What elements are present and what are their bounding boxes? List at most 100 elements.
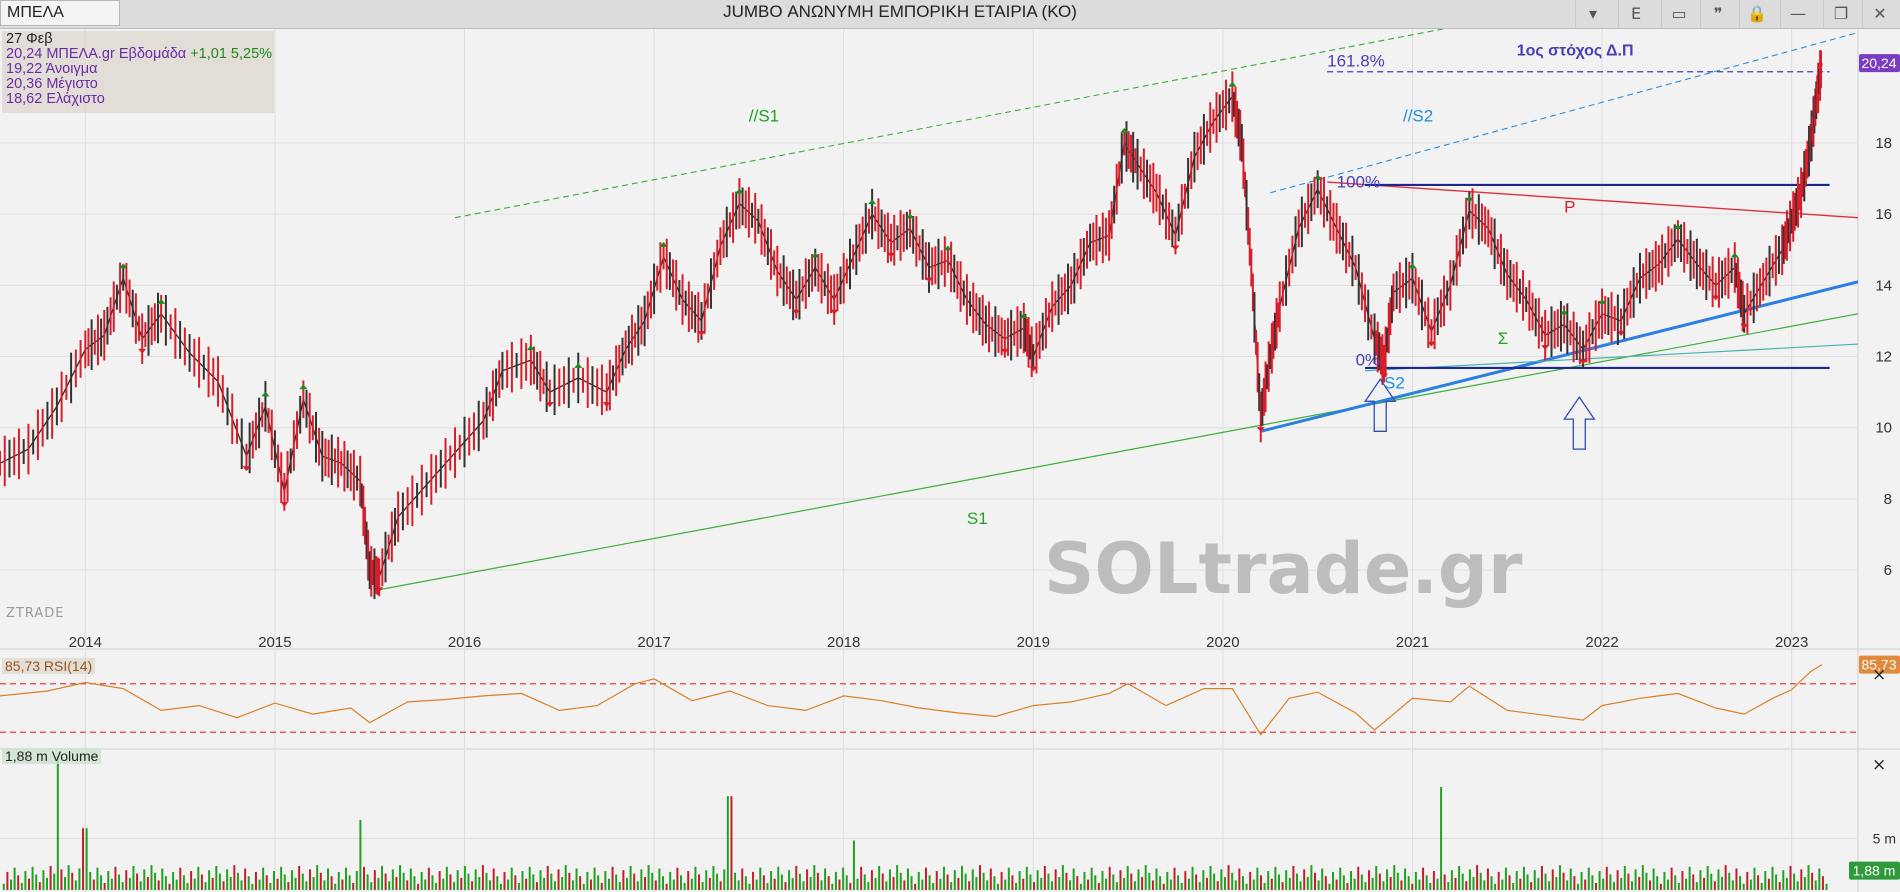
- swing-low-marker: [1617, 330, 1626, 336]
- swing-high-marker: [119, 263, 128, 269]
- comment-button[interactable]: ❞: [1700, 0, 1735, 28]
- close-button[interactable]: ✕: [1862, 0, 1897, 28]
- swing-high-marker: [261, 391, 270, 397]
- swing-low-marker: [375, 587, 384, 593]
- volume-panel: [0, 749, 1900, 892]
- x-tick-label: 2019: [1017, 634, 1050, 651]
- legend-open: 19,22 Άνοιγμα: [6, 61, 98, 77]
- price-legend: 27 Φεβ 20,24 ΜΠΕΛΑ.gr Εβδομάδα +1,01 5,2…: [2, 31, 274, 113]
- sigma-line: [1365, 343, 1859, 372]
- swing-high-marker: [1408, 263, 1417, 269]
- main-panel: [0, 29, 1900, 620]
- volume-tick-label: 5 m: [1873, 831, 1896, 847]
- x-tick-label: 2016: [448, 634, 481, 651]
- legend-date: 27 Φεβ: [6, 31, 53, 47]
- swing-low-marker: [1380, 373, 1389, 379]
- swing-high-marker: [735, 188, 744, 194]
- x-tick-label: 2021: [1396, 634, 1429, 651]
- panel-button[interactable]: ▭: [1661, 0, 1696, 28]
- swing-high-marker: [943, 245, 952, 251]
- y-tick-label: 6: [1884, 562, 1892, 579]
- swing-low-marker: [1029, 366, 1038, 372]
- volume-close-icon[interactable]: ×: [1872, 755, 1887, 775]
- swing-low-marker: [1541, 345, 1550, 351]
- chart-annotation: 100%: [1337, 172, 1380, 191]
- swing-high-marker: [1120, 127, 1129, 133]
- s1-support-line: [379, 313, 1859, 591]
- swing-high-marker: [1673, 224, 1682, 230]
- swing-low-marker: [1740, 323, 1749, 329]
- chart-annotation: 1ος στόχος Δ.Π: [1517, 43, 1634, 60]
- y-tick-label: 10: [1875, 420, 1892, 437]
- x-tick-label: 2014: [69, 634, 102, 651]
- y-tick-label: 14: [1875, 277, 1892, 294]
- rsi-close-icon[interactable]: ×: [1872, 665, 1887, 685]
- x-tick-label: 2023: [1775, 634, 1808, 651]
- x-tick-label: 2015: [258, 634, 291, 651]
- legend-low: 18,62 Ελάχιστο: [6, 91, 105, 107]
- up-arrow-icon: [1364, 378, 1397, 432]
- chart-annotation: //S2: [1403, 107, 1433, 126]
- minimize-button[interactable]: —: [1780, 0, 1815, 28]
- y-tick-label: 18: [1875, 135, 1892, 152]
- last-price-badge: [1859, 54, 1900, 73]
- legend-price: 20,24 ΜΠΕΛΑ.gr Εβδομάδα +1,01 5,25%: [6, 46, 273, 62]
- e-button[interactable]: E: [1618, 0, 1653, 28]
- legend-change: +1,01 5,25%: [190, 46, 273, 62]
- toolbar: JUMBO ΑΝΩΝΥΜΗ ΕΜΠΟΡΙΚΗ ΕΤΑΙΡΙΑ (ΚΟ) ▾ E …: [0, 0, 1900, 29]
- swing-low-marker: [602, 402, 611, 408]
- swing-low-marker: [242, 466, 251, 472]
- swing-high-marker: [1465, 195, 1474, 201]
- rsi-panel: [0, 649, 1900, 747]
- chart-annotation: 161.8%: [1327, 51, 1385, 70]
- swing-low-marker: [545, 402, 554, 408]
- chart-area[interactable]: 2014 2015 2016 2017 2018 2019 2020 2021 2022 2023…: [0, 29, 1900, 892]
- swing-high-marker: [1730, 252, 1739, 258]
- swing-low-marker: [1427, 341, 1436, 347]
- swing-high-marker: [1228, 81, 1237, 87]
- swing-high-marker: [1019, 313, 1028, 319]
- brand-logo: ZTRADE: [6, 606, 65, 621]
- chart-annotation: 0%: [1356, 350, 1381, 369]
- swing-high-marker: [659, 241, 668, 247]
- chart-annotation: //S1: [749, 107, 779, 126]
- volume-value-label: 1,88 m: [1853, 863, 1896, 879]
- swing-high-marker: [574, 362, 583, 368]
- legend-price-text: 20,24 ΜΠΕΛΑ.gr Εβδομάδα: [6, 46, 191, 62]
- watermark: SOLtrade.gr: [1044, 528, 1523, 610]
- x-tick-label: 2017: [637, 634, 670, 651]
- lock-button[interactable]: 🔒: [1739, 0, 1774, 28]
- chart-annotation: S1: [967, 509, 988, 528]
- dropdown-button[interactable]: ▾: [1575, 0, 1610, 28]
- swing-low-marker: [887, 252, 896, 258]
- legend-high: 20,36 Μέγιστο: [6, 76, 98, 92]
- chart-annotation: Σ: [1498, 329, 1509, 348]
- swing-low-marker: [792, 309, 801, 315]
- s2-parallel-line: [1270, 32, 1859, 194]
- chart-annotation: P: [1564, 197, 1575, 216]
- x-tick-label: 2022: [1585, 634, 1618, 651]
- swing-low-marker: [925, 277, 933, 283]
- swing-low-marker: [138, 348, 147, 354]
- s2-support-line: [1260, 280, 1859, 433]
- symbol-input[interactable]: [0, 0, 120, 26]
- restore-button[interactable]: ❐: [1823, 0, 1858, 28]
- swing-low-marker: [1000, 348, 1009, 354]
- volume-label: 1,88 m Volume: [2, 748, 102, 764]
- swing-high-marker: [526, 345, 535, 351]
- y-tick-label: 12: [1875, 349, 1892, 366]
- swing-low-marker: [1171, 245, 1180, 251]
- swing-high-marker: [906, 213, 915, 219]
- window-title: JUMBO ΑΝΩΝΥΜΗ ΕΜΠΟΡΙΚΗ ΕΤΑΙΡΙΑ (ΚΟ): [723, 2, 1077, 21]
- volume-value-badge: [1849, 861, 1900, 880]
- rsi-line: [0, 664, 1823, 736]
- rsi-value-label: 85,73: [1861, 657, 1896, 673]
- swing-low-marker: [697, 330, 706, 336]
- x-tick-label: 2020: [1206, 634, 1239, 651]
- swing-low-marker: [1256, 427, 1265, 433]
- swing-low-marker: [1579, 359, 1588, 365]
- y-tick-label: 8: [1884, 491, 1892, 508]
- swing-high-marker: [811, 252, 820, 258]
- last-price-label: 20,24: [1861, 55, 1896, 71]
- chart-annotation: S2: [1384, 374, 1405, 393]
